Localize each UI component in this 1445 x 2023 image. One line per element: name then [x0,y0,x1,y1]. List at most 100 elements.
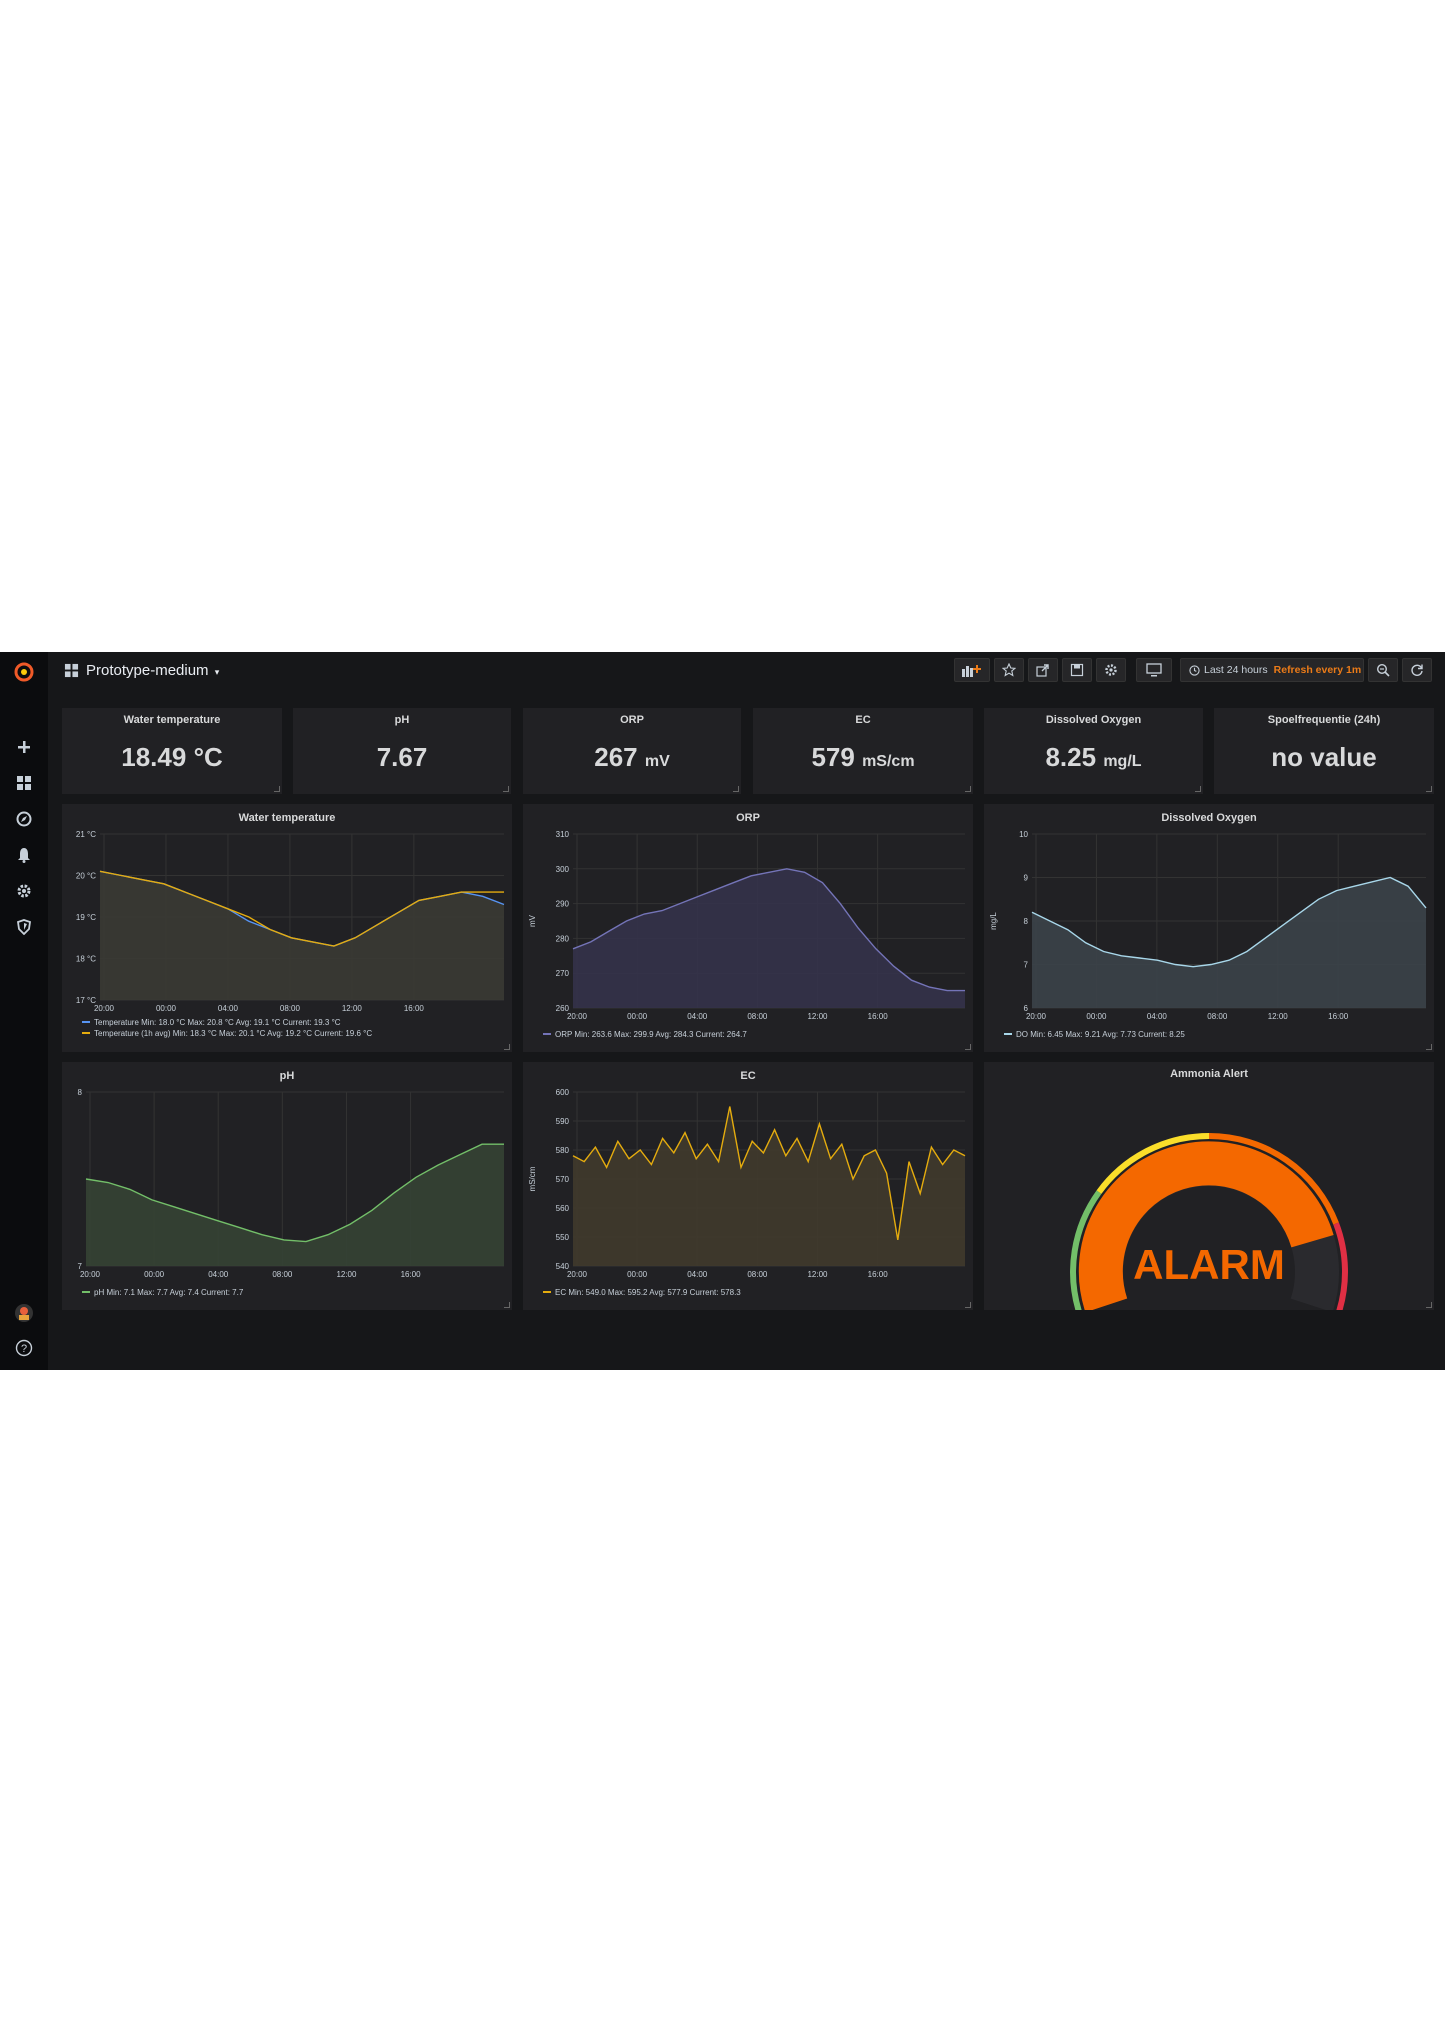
panel-title: ORP [736,812,760,824]
y-tick-label: 540 [556,1262,570,1271]
shield-icon[interactable] [12,915,36,939]
save-button[interactable] [1062,658,1092,682]
panel-title: EC [740,1070,755,1082]
y-tick-label: 550 [556,1233,570,1242]
tv-mode-button[interactable] [1136,658,1172,682]
grafana-logo-icon[interactable] [12,660,36,684]
legend-entry[interactable]: ORP Min: 263.6 Max: 299.9 Avg: 284.3 Cur… [555,1030,747,1039]
resize-handle[interactable] [1195,786,1201,792]
series-line [572,1106,966,1241]
y-tick-label: 19 °C [76,913,96,922]
add-panel-button[interactable] [954,658,990,682]
zoom-out-button[interactable] [1368,658,1398,682]
water-temperature-chart: Water temperature 21 °C 20 °C 19 °C 18 °C 17 … [76,812,505,1038]
chevron-down-icon: ▾ [214,667,220,677]
legend-entry[interactable]: EC Min: 549.0 Max: 595.2 Avg: 577.9 Curr… [555,1288,741,1297]
x-tick-label: 04:00 [687,1270,708,1279]
stat-panel-ec[interactable]: EC 579 mS/cm [753,708,973,794]
resize-handle[interactable] [965,1044,971,1050]
sidebar: ? [0,652,48,1370]
stat-panel-dissolved-oxygen[interactable]: Dissolved Oxygen 8.25 mg/L [984,708,1203,794]
resize-handle[interactable] [965,786,971,792]
y-tick-label: 20 °C [76,872,96,881]
x-tick-label: 08:00 [280,1004,301,1013]
x-tick-label: 00:00 [144,1270,165,1279]
graph-panel-dissolved-oxygen[interactable]: Dissolved Oxygen 10 9 8 7 6 20:00 00:00 04:00 08:… [984,804,1434,1052]
alerting-icon[interactable] [12,843,36,867]
settings-button[interactable] [1096,658,1126,682]
y-tick-label: 580 [556,1146,570,1155]
graph-panel-ph[interactable]: pH 8 7 20:00 00:00 04:00 08:00 12:00 16:00 pH Min… [62,1062,512,1310]
legend-entry[interactable]: Temperature (1h avg) Min: 18.3 °C Max: 2… [94,1029,372,1038]
dashboard-title[interactable]: Prototype-medium ▾ [86,662,220,679]
gear-icon [1105,664,1117,676]
star-button[interactable] [994,658,1024,682]
series-line [1031,876,1427,968]
stat-value: 7.67 [376,742,428,772]
dissolved-oxygen-chart: Dissolved Oxygen 10 9 8 7 620:00 00:00 04:00 08:… [989,812,1427,1039]
help-icon[interactable]: ? [12,1336,36,1360]
series-area [86,1144,504,1266]
dashboards-icon[interactable] [12,771,36,795]
legend-entry[interactable]: pH Min: 7.1 Max: 7.7 Avg: 7.4 Current: 7… [94,1288,244,1297]
y-axis-label: mV [528,914,537,927]
resize-handle[interactable] [504,1302,510,1308]
resize-handle[interactable] [274,786,280,792]
stat-panel-water-temperature[interactable]: Water temperature 18.49 °C [62,708,282,794]
stat-panel-orp[interactable]: ORP 267 mV [523,708,741,794]
resize-handle[interactable] [965,1302,971,1308]
time-range-label: Last 24 hours [1204,664,1268,676]
y-tick-label: 600 [556,1088,570,1097]
dashboard-navbar: Prototype-medium ▾ Last 24 hours Refresh… [48,652,1445,690]
refresh-interval-label: Refresh every 1m [1273,664,1362,676]
resize-handle[interactable] [504,1044,510,1050]
y-tick-label: 8 [78,1088,83,1097]
x-tick-label: 20:00 [94,1004,115,1013]
resize-handle[interactable] [733,786,739,792]
explore-icon[interactable] [12,807,36,831]
x-tick-label: 16:00 [1328,1012,1349,1021]
dashboards-icon[interactable] [64,663,79,683]
y-tick-label: 270 [556,969,570,978]
resize-handle[interactable] [503,786,509,792]
resize-handle[interactable] [1426,1044,1432,1050]
series-area [100,871,504,1000]
gauge-fill [1078,1141,1334,1310]
stat-value: 18.49 °C [121,742,223,772]
resize-handle[interactable] [1426,1302,1432,1308]
x-tick-label: 08:00 [272,1270,293,1279]
configuration-icon[interactable] [12,879,36,903]
resize-handle[interactable] [1426,786,1432,792]
graph-panel-water-temperature[interactable]: Water temperature 21 °C 20 °C 19 °C 18 °C 17 … [62,804,512,1052]
svg-text:?: ? [21,1343,27,1355]
gauge-panel-ammonia-alert[interactable]: Ammonia Alert ALARM [984,1062,1434,1310]
share-icon [1036,664,1049,677]
y-tick-label: 260 [556,1004,570,1013]
panel-title: ORP [620,714,644,726]
stat-panel-spoelfrequentie[interactable]: Spoelfrequentie (24h) no value [1214,708,1434,794]
ammonia-gauge: ALARM [1070,1133,1348,1310]
x-tick-label: 12:00 [807,1270,828,1279]
plus-icon[interactable] [12,735,36,759]
x-tick-label: 00:00 [627,1012,648,1021]
y-tick-label: 7 [78,1262,83,1271]
time-picker-button[interactable]: Last 24 hours Refresh every 1m [1180,658,1364,682]
y-tick-label: 18 °C [76,955,96,964]
panel-title: EC [855,714,871,726]
graph-panel-ec[interactable]: EC 600 590 580 570 560 550 540 20:00 00:00 04:00 08… [523,1062,973,1310]
graph-panel-orp[interactable]: ORP 310 300 290 280 270 260 20:00 00:00 04:00 08:0… [523,804,973,1052]
stat-panel-ph[interactable]: pH 7.67 [293,708,511,794]
y-tick-label: 17 °C [76,996,96,1005]
y-tick-label: 570 [556,1175,570,1184]
user-avatar-icon[interactable] [12,1301,36,1325]
legend-entry[interactable]: DO Min: 6.45 Max: 9.21 Avg: 7.73 Current… [1016,1030,1185,1039]
share-button[interactable] [1028,658,1058,682]
panel-title: Spoelfrequentie (24h) [1267,714,1381,726]
legend-entry[interactable]: Temperature Min: 18.0 °C Max: 20.8 °C Av… [94,1018,341,1027]
y-axis-label: mg/L [989,912,998,930]
panel-title: Ammonia Alert [1170,1068,1248,1080]
refresh-button[interactable] [1402,658,1432,682]
x-tick-label: 08:00 [747,1012,768,1021]
refresh-icon [1411,664,1423,676]
panel-title: pH [394,714,410,726]
